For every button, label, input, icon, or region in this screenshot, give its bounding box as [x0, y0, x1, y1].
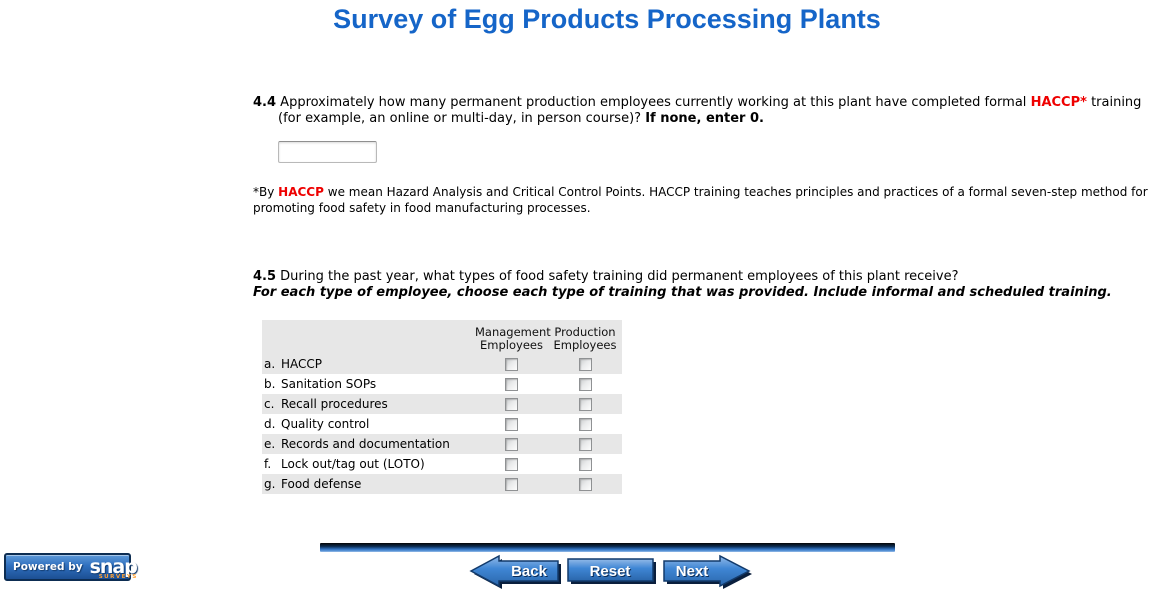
footnote-line1: we mean Hazard Analysis and Critical Con… [327, 185, 1148, 199]
employee-count-input[interactable] [278, 141, 377, 163]
page-title: Survey of Egg Products Processing Plants [333, 4, 881, 34]
haccp-term: HACCP* [1030, 95, 1087, 110]
row-label: Food defense [281, 477, 362, 491]
row-letter: g. [264, 477, 276, 491]
snap-brand-sub: surveys [98, 574, 138, 580]
checkbox-loto-production[interactable] [578, 457, 592, 471]
checkbox-sanitation-management[interactable] [505, 377, 518, 391]
table-row-loto: f. Lock out/tag out (LOTO) [262, 454, 622, 474]
divider-bar [320, 543, 895, 552]
column-header-production: Production Employees [553, 325, 617, 352]
table-row-food-defense: g. Food defense [262, 474, 622, 494]
question-text-line2: (for example, an online or multi-day, in… [278, 111, 642, 126]
row-label: Quality control [281, 417, 370, 431]
row-letter: a. [264, 357, 276, 371]
question-text: Approximately how many permanent product… [280, 95, 1027, 110]
back-arrow-shape [469, 554, 559, 588]
row-label: Sanitation SOPs [281, 377, 377, 391]
checkbox-recall-management[interactable] [505, 397, 518, 411]
next-button[interactable]: Next Next [654, 551, 756, 589]
footnote-prefix: *By [253, 185, 275, 199]
row-letter: c. [264, 397, 275, 411]
table-row-quality-control: d. Quality control [262, 414, 622, 434]
row-letter: b. [264, 377, 276, 391]
row-label: Lock out/tag out (LOTO) [281, 457, 425, 471]
table-row-sanitation-sops: b. Sanitation SOPs [262, 374, 622, 394]
question-bold-note: If none, enter 0. [645, 111, 764, 126]
row-label: HACCP [281, 357, 323, 371]
checkbox-haccp-production[interactable] [578, 357, 592, 371]
snap-logo: snap surveys [89, 555, 138, 580]
question-text: During the past year, what types of food… [280, 269, 959, 284]
next-arrow-shape [663, 554, 751, 588]
haccp-term: HACCP [278, 185, 324, 199]
footnote-line2: promoting food safety in food manufactur… [253, 201, 591, 215]
checkbox-haccp-management[interactable] [505, 357, 518, 371]
row-label: Recall procedures [281, 397, 388, 411]
checkbox-recall-production[interactable] [578, 397, 592, 411]
checkbox-fooddefense-production[interactable] [578, 477, 592, 491]
checkbox-fooddefense-management[interactable] [505, 477, 518, 491]
reset-shape [567, 558, 654, 582]
row-letter: e. [264, 437, 276, 451]
table-row-haccp: a. HACCP [262, 354, 622, 374]
question-4-5: 4.5 During the past year, what types of … [253, 269, 1161, 301]
training-table: Management Employees Production Employee… [262, 320, 622, 494]
snap-brand-name: snap [89, 555, 138, 578]
checkbox-records-management[interactable] [505, 437, 518, 451]
checkbox-loto-management[interactable] [505, 457, 518, 471]
powered-by-snap-badge[interactable]: Powered by snap surveys [4, 553, 138, 581]
checkbox-sanitation-production[interactable] [578, 377, 592, 391]
table-header: Management Employees Production Employee… [262, 320, 622, 354]
bottom-navigation: Back Back Reset Reset Next Next [320, 543, 895, 589]
row-letter: f. [264, 457, 272, 471]
powered-by-label: Powered by [13, 561, 83, 573]
table-row-recall-procedures: c. Recall procedures [262, 394, 622, 414]
question-number: 4.4 [253, 95, 277, 110]
table-row-records-documentation: e. Records and documentation [262, 434, 622, 454]
haccp-footnote: *By HACCP we mean Hazard Analysis and Cr… [253, 184, 1161, 216]
question-instruction: For each type of employee, choose each t… [253, 285, 1112, 300]
checkbox-quality-production[interactable] [578, 417, 592, 431]
column-header-management: Management Employees [475, 325, 551, 352]
question-text-end: training [1091, 95, 1142, 110]
reset-button[interactable]: Reset Reset [562, 551, 658, 589]
back-button[interactable]: Back Back [466, 551, 566, 589]
question-4-4: 4.4 Approximately how many permanent pro… [253, 95, 1161, 127]
row-label: Records and documentation [281, 437, 450, 451]
checkbox-quality-management[interactable] [505, 417, 518, 431]
question-number: 4.5 [253, 269, 277, 284]
checkbox-records-production[interactable] [578, 437, 592, 451]
row-letter: d. [264, 417, 276, 431]
